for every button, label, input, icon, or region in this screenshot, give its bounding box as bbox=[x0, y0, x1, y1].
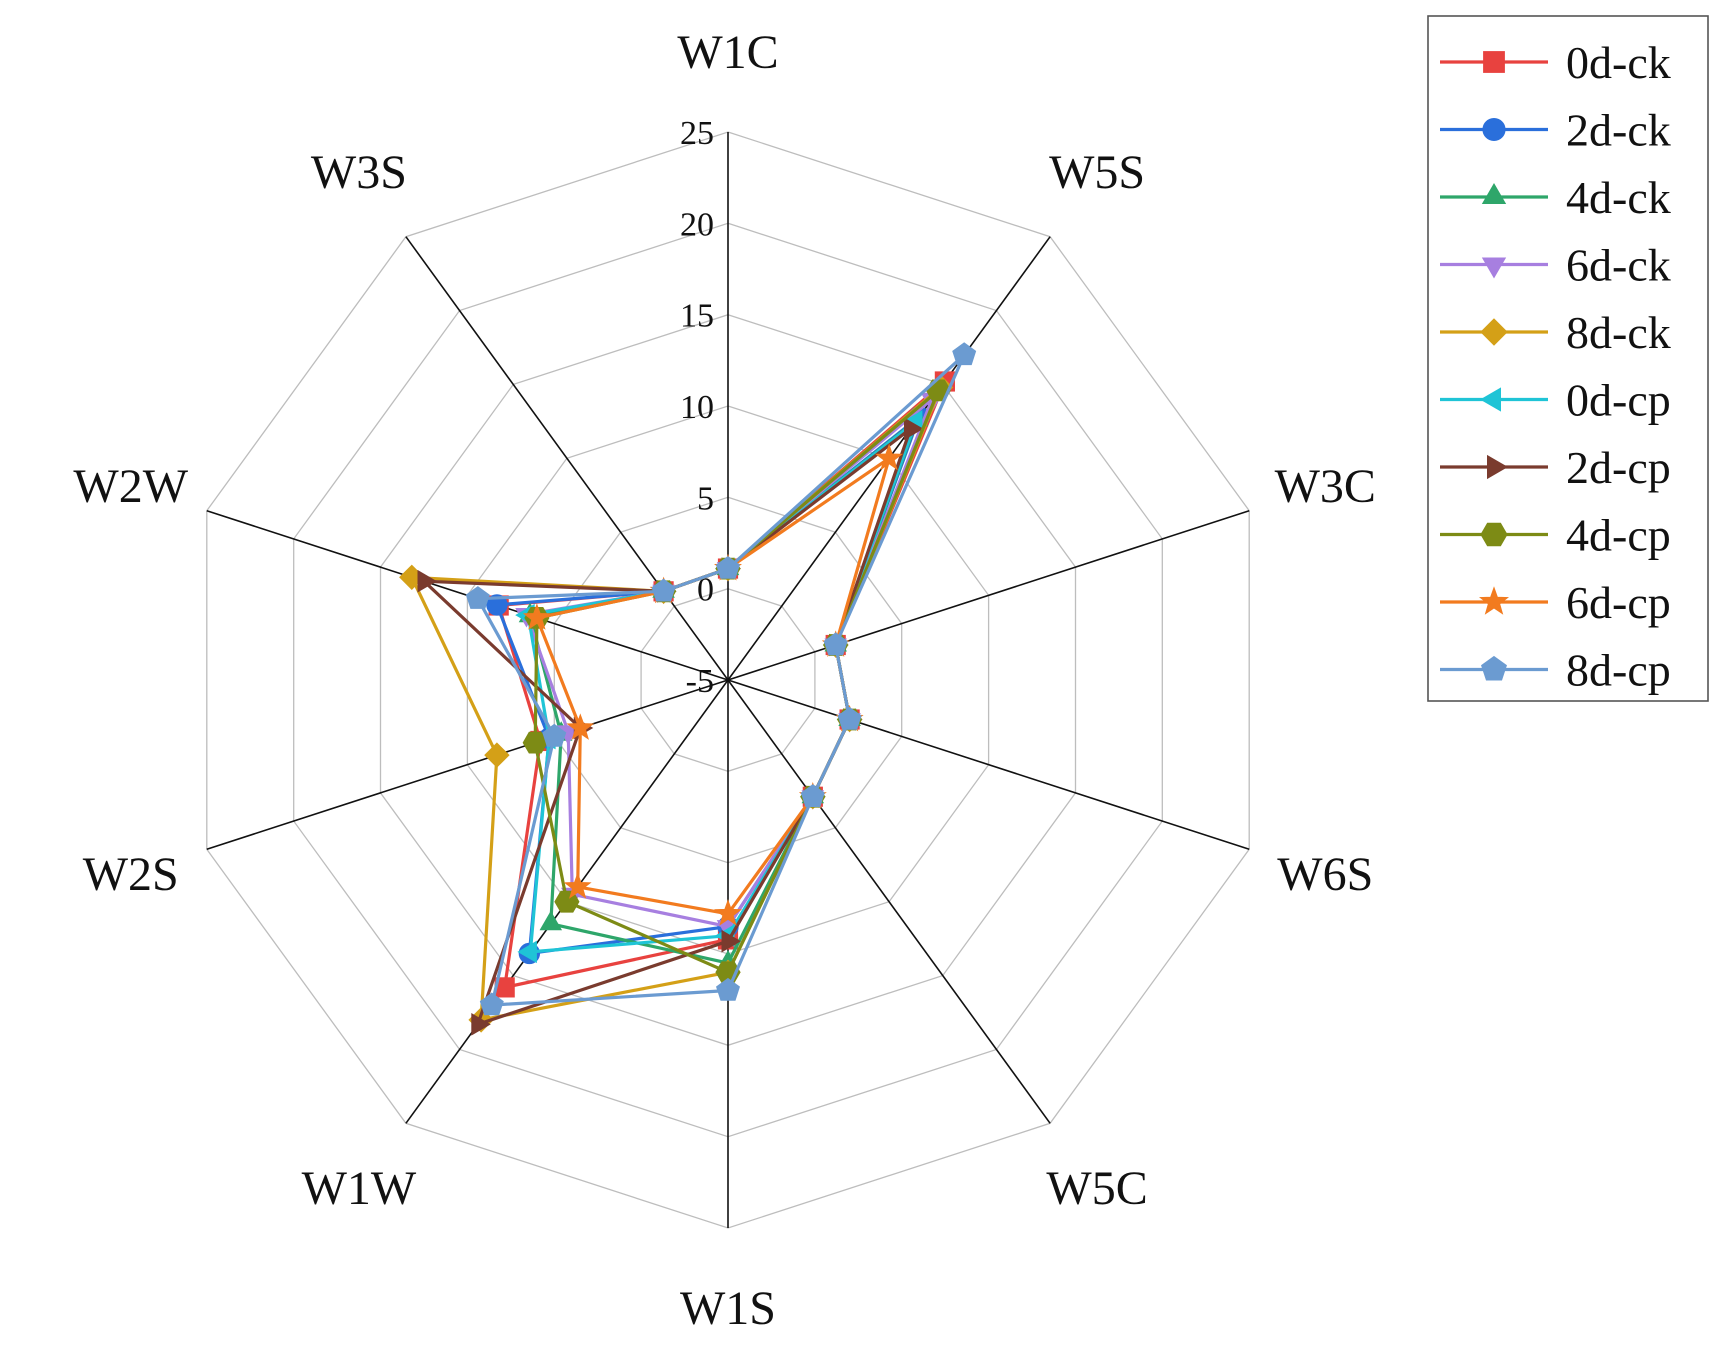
legend-marker bbox=[1480, 522, 1508, 547]
tick-layer: -5 0 5 10 15 20 25 bbox=[680, 115, 714, 700]
data-point bbox=[522, 731, 548, 754]
legend-label: 2d-cp bbox=[1566, 442, 1671, 493]
legend-label: 2d-ck bbox=[1566, 105, 1671, 156]
data-point bbox=[471, 1013, 491, 1036]
legend-marker bbox=[1480, 318, 1508, 346]
legend-marker bbox=[1480, 387, 1501, 412]
data-point bbox=[952, 342, 977, 366]
legend-item: 8d-cp bbox=[1440, 645, 1671, 696]
legend-marker bbox=[1483, 51, 1505, 73]
axis-spoke bbox=[727, 509, 1250, 681]
data-point bbox=[837, 706, 862, 730]
legend-item: 2d-cp bbox=[1440, 442, 1671, 493]
legend-label: 6d-cp bbox=[1566, 577, 1671, 628]
axis-spoke bbox=[206, 679, 729, 851]
axis-label: W3C bbox=[1275, 460, 1376, 513]
axis-label: W5C bbox=[1046, 1162, 1147, 1215]
series-8d-cp bbox=[465, 342, 977, 1016]
data-point bbox=[417, 569, 437, 593]
legend-item: 6d-ck bbox=[1440, 240, 1671, 291]
legend-marker bbox=[1482, 117, 1506, 142]
legend-marker bbox=[1481, 655, 1507, 681]
data-point bbox=[800, 784, 825, 807]
legend-label: 4d-ck bbox=[1566, 172, 1671, 223]
grid-layer bbox=[206, 131, 1250, 1229]
series-line bbox=[524, 397, 934, 929]
data-point bbox=[522, 603, 551, 630]
axis-label: W2W bbox=[73, 460, 188, 513]
radial-tick-label: 0 bbox=[697, 572, 714, 609]
legend-marker bbox=[1481, 183, 1507, 204]
axis-label: W3S bbox=[311, 146, 407, 199]
legend-item: 0d-ck bbox=[1440, 37, 1671, 88]
axis-label: W1C bbox=[677, 26, 778, 79]
data-point bbox=[716, 977, 740, 1001]
data-point bbox=[716, 555, 740, 579]
legend-label: 0d-ck bbox=[1566, 37, 1671, 88]
legend-marker bbox=[1481, 257, 1507, 279]
legend-label: 0d-cp bbox=[1566, 375, 1671, 426]
data-point bbox=[486, 594, 508, 616]
series-line bbox=[410, 385, 943, 1022]
data-point bbox=[479, 992, 504, 1016]
series-layer bbox=[399, 342, 977, 1036]
axis-spoke bbox=[405, 236, 729, 681]
data-point bbox=[563, 872, 592, 899]
data-point bbox=[651, 578, 676, 602]
radial-tick-label: 5 bbox=[697, 480, 714, 517]
radial-tick-label: 15 bbox=[680, 298, 714, 335]
radial-tick-label: -5 bbox=[686, 663, 714, 700]
radial-tick-label: 10 bbox=[680, 389, 714, 426]
series-6d-ck bbox=[515, 392, 944, 940]
legend-label: 6d-ck bbox=[1566, 240, 1671, 291]
axis-label: W6S bbox=[1277, 848, 1373, 901]
data-point bbox=[713, 899, 743, 926]
axis-label-layer: W1C W5S W3C W6S W5C W1S W1W W2S W2W W3S bbox=[73, 26, 1376, 1335]
legend-item: 4d-ck bbox=[1440, 172, 1671, 223]
radial-tick-label: 20 bbox=[680, 206, 714, 243]
data-point bbox=[904, 417, 924, 441]
data-point bbox=[566, 713, 595, 740]
legend-label: 8d-ck bbox=[1566, 307, 1671, 358]
data-point bbox=[539, 910, 563, 931]
legend-item: 6d-cp bbox=[1440, 577, 1671, 628]
legend-item: 4d-cp bbox=[1440, 510, 1671, 561]
radial-tick-label: 25 bbox=[680, 115, 714, 152]
axis-label: W5S bbox=[1049, 146, 1145, 199]
axis-label: W1W bbox=[302, 1162, 417, 1215]
data-point bbox=[542, 723, 567, 747]
legend-label: 4d-cp bbox=[1566, 510, 1671, 561]
axis-spoke bbox=[727, 679, 1051, 1124]
data-point bbox=[875, 443, 904, 471]
legend-marker bbox=[1478, 586, 1510, 615]
data-point bbox=[484, 742, 510, 768]
legend-item: 2d-ck bbox=[1440, 105, 1671, 156]
data-point bbox=[517, 940, 537, 964]
axis-label: W2S bbox=[83, 848, 179, 901]
legend-item: 8d-ck bbox=[1440, 307, 1671, 358]
legend-marker bbox=[1487, 454, 1508, 480]
axis-label: W1S bbox=[680, 1282, 776, 1335]
legend-label: 8d-cp bbox=[1566, 645, 1671, 696]
data-point bbox=[823, 632, 848, 656]
axis-spoke bbox=[727, 679, 1250, 851]
series-line bbox=[528, 418, 919, 965]
data-point bbox=[465, 586, 490, 609]
legend-item: 0d-cp bbox=[1440, 375, 1671, 426]
data-point bbox=[721, 929, 741, 953]
legend: 0d-ck 2d-ck 4d-ck 6d-ck 8d-ck 0d-cp 2d-cp 4d-cp… bbox=[1427, 15, 1709, 702]
